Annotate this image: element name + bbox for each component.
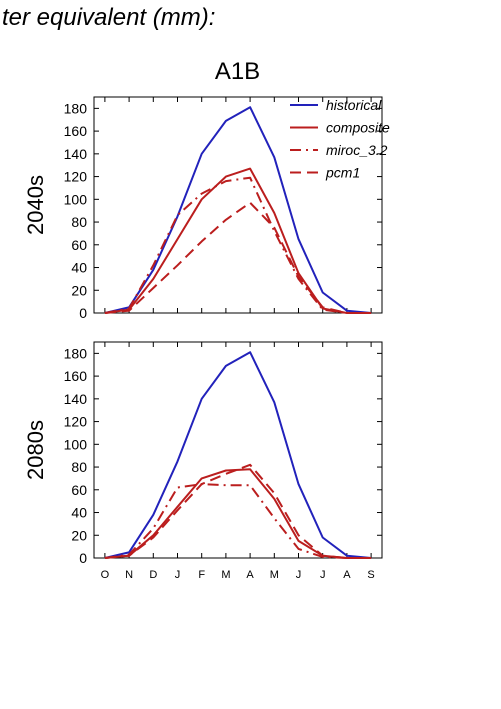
chart-title: A1B — [214, 58, 261, 85]
plot-frame — [93, 341, 383, 559]
y-tick-label: 20 — [71, 527, 87, 543]
y-tick-label: 140 — [64, 146, 88, 162]
y-tick-label: 40 — [71, 260, 87, 276]
series-line-composite — [104, 468, 372, 559]
legend-label: composite — [326, 120, 390, 136]
page-header-title: ter equivalent (mm): — [2, 4, 216, 31]
x-tick-label: J — [320, 569, 326, 581]
x-tick-label: A — [343, 569, 351, 581]
series-line-composite — [104, 167, 372, 314]
y-tick-label: 60 — [71, 482, 87, 498]
x-tick-label: S — [367, 569, 374, 581]
x-tick-label: O — [101, 569, 110, 581]
plot-frame — [93, 96, 383, 314]
y-tick-label: 140 — [64, 391, 88, 407]
series-line-pcm1 — [104, 201, 372, 314]
panel-y-label: 2040s — [23, 175, 48, 235]
series-line-miroc-3-2 — [104, 176, 372, 314]
x-tick-label: A — [246, 569, 254, 581]
y-tick-label: 180 — [64, 345, 88, 361]
y-tick-label: 100 — [64, 436, 88, 452]
x-tick-label: J — [175, 569, 181, 581]
y-tick-label: 80 — [71, 459, 87, 475]
y-tick-label: 160 — [64, 368, 88, 384]
x-tick-label: F — [198, 569, 205, 581]
x-tick-label: D — [149, 569, 157, 581]
x-tick-label: M — [270, 569, 279, 581]
x-tick-label: M — [221, 569, 230, 581]
series-line-historical — [104, 106, 372, 314]
series-line-miroc-3-2 — [104, 483, 372, 559]
legend-label: miroc_3.2 — [326, 142, 388, 158]
legend-label: historical — [326, 97, 382, 113]
y-tick-label: 160 — [64, 123, 88, 139]
y-tick-label: 0 — [79, 305, 87, 321]
series-line-historical — [104, 351, 372, 559]
y-tick-label: 0 — [79, 550, 87, 566]
y-tick-label: 80 — [71, 214, 87, 230]
y-tick-label: 100 — [64, 191, 88, 207]
x-tick-label: J — [296, 569, 302, 581]
y-tick-label: 120 — [64, 414, 88, 430]
legend-label: pcm1 — [325, 165, 360, 181]
y-tick-label: 120 — [64, 169, 88, 185]
x-tick-label: N — [125, 569, 133, 581]
panel-y-label: 2080s — [23, 420, 48, 480]
y-tick-label: 60 — [71, 237, 87, 253]
y-tick-label: 180 — [64, 100, 88, 116]
y-tick-label: 40 — [71, 505, 87, 521]
y-tick-label: 20 — [71, 282, 87, 298]
